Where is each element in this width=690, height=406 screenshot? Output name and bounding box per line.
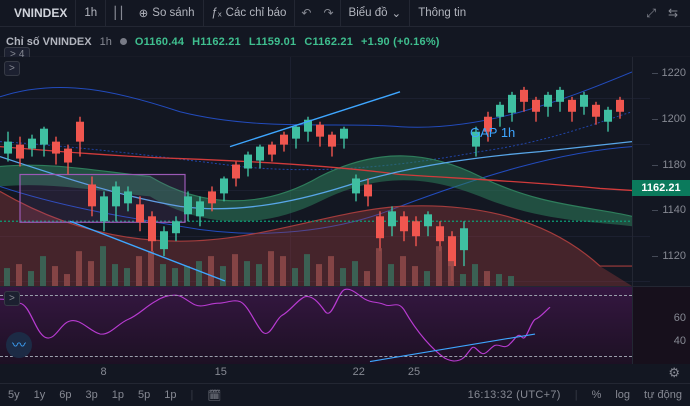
undo-icon[interactable]: ↶: [295, 0, 317, 26]
compare-button[interactable]: ⊕ So sánh: [131, 0, 204, 26]
range-6p[interactable]: 6p: [59, 389, 71, 401]
top-toolbar: VNINDEX 1h ⎮⎮ ⊕ So sánh ƒₓ Các chỉ báo ↶…: [0, 0, 690, 27]
info-button[interactable]: Thông tin: [410, 0, 474, 26]
symbol-selector[interactable]: VNINDEX: [6, 0, 76, 26]
symbol-interval: 1h: [100, 36, 112, 48]
bottom-toolbar: 5y 1y 6p 3p 1p 5p 1p | 🗓 16:13:32 (UTC+7…: [0, 384, 690, 406]
price-tick: 1120: [662, 250, 686, 262]
share-icon[interactable]: ⇆: [662, 6, 684, 20]
calendar-icon[interactable]: 🗓: [207, 389, 221, 402]
scale-auto[interactable]: tự động: [644, 389, 682, 401]
x-tick-label: 15: [215, 366, 227, 378]
candlestick-canvas[interactable]: 225: [0, 57, 632, 286]
scale-log[interactable]: log: [615, 389, 630, 401]
price-tick: 1140: [662, 204, 686, 216]
range-5p[interactable]: 5p: [138, 389, 150, 401]
candle-style-icon[interactable]: ⎮⎮: [106, 0, 131, 26]
main-price-chart[interactable]: 225 GAP 1h 1220 1200 1180 1140 1120 1162…: [0, 57, 690, 287]
current-time: 16:13:32 (UTC+7): [468, 389, 561, 401]
price-tick: 1180: [662, 159, 686, 171]
rsi-indicator-panel[interactable]: 60 40 > 〰: [0, 287, 690, 364]
fx-icon: ƒₓ: [212, 7, 222, 19]
plus-circle-icon: ⊕: [139, 6, 149, 20]
price-tick: 1200: [662, 113, 686, 125]
current-price-badge[interactable]: 1162.21: [632, 180, 690, 196]
indicators-button[interactable]: ƒₓ Các chỉ báo: [204, 0, 296, 26]
ohlc-low: L1159.01: [249, 36, 296, 48]
fullscreen-icon[interactable]: ⤢: [640, 6, 662, 21]
volume-collapse-toggle[interactable]: >: [4, 61, 20, 76]
rsi-tick: 60: [674, 312, 686, 324]
ohlc-change: +1.90 (+0.16%): [361, 36, 440, 48]
ohlc-close: C1162.21: [304, 36, 353, 48]
rsi-axis: 60 40: [632, 287, 690, 364]
rsi-tick: 40: [674, 335, 686, 347]
settings-gear-icon[interactable]: ⚙: [668, 365, 680, 381]
symbol-title: Chỉ số VNINDEX: [6, 36, 92, 48]
redo-icon[interactable]: ↷: [317, 0, 340, 26]
scale-percent[interactable]: %: [592, 389, 602, 401]
ohlc-high: H1162.21: [192, 36, 241, 48]
gap-annotation-label[interactable]: GAP 1h: [470, 125, 515, 140]
x-axis[interactable]: 8 15 22 25 ⚙: [0, 364, 690, 384]
range-1p-2[interactable]: 1p: [164, 389, 176, 401]
chevron-down-icon: ⌄: [392, 6, 402, 20]
chart-subheader: Chỉ số VNINDEX 1h O1160.44 H1162.21 L115…: [0, 27, 690, 57]
range-5y[interactable]: 5y: [8, 389, 20, 401]
price-axis: 1220 1200 1180 1140 1120 1162.21: [632, 57, 690, 286]
interval-selector[interactable]: 1h: [76, 0, 106, 26]
range-1y[interactable]: 1y: [34, 389, 46, 401]
trading-app: VNINDEX 1h ⎮⎮ ⊕ So sánh ƒₓ Các chỉ báo ↶…: [0, 0, 690, 406]
x-tick-label: 8: [100, 366, 106, 378]
range-3p[interactable]: 3p: [86, 389, 98, 401]
ohlc-open: O1160.44: [135, 36, 184, 48]
range-1p[interactable]: 1p: [112, 389, 124, 401]
price-tick: 1220: [662, 67, 686, 79]
chart-type-dropdown[interactable]: Biểu đồ ⌄: [341, 0, 411, 26]
series-visibility-dot[interactable]: [120, 38, 127, 45]
x-tick-label: 25: [408, 366, 420, 378]
x-tick-label: 22: [353, 366, 365, 378]
